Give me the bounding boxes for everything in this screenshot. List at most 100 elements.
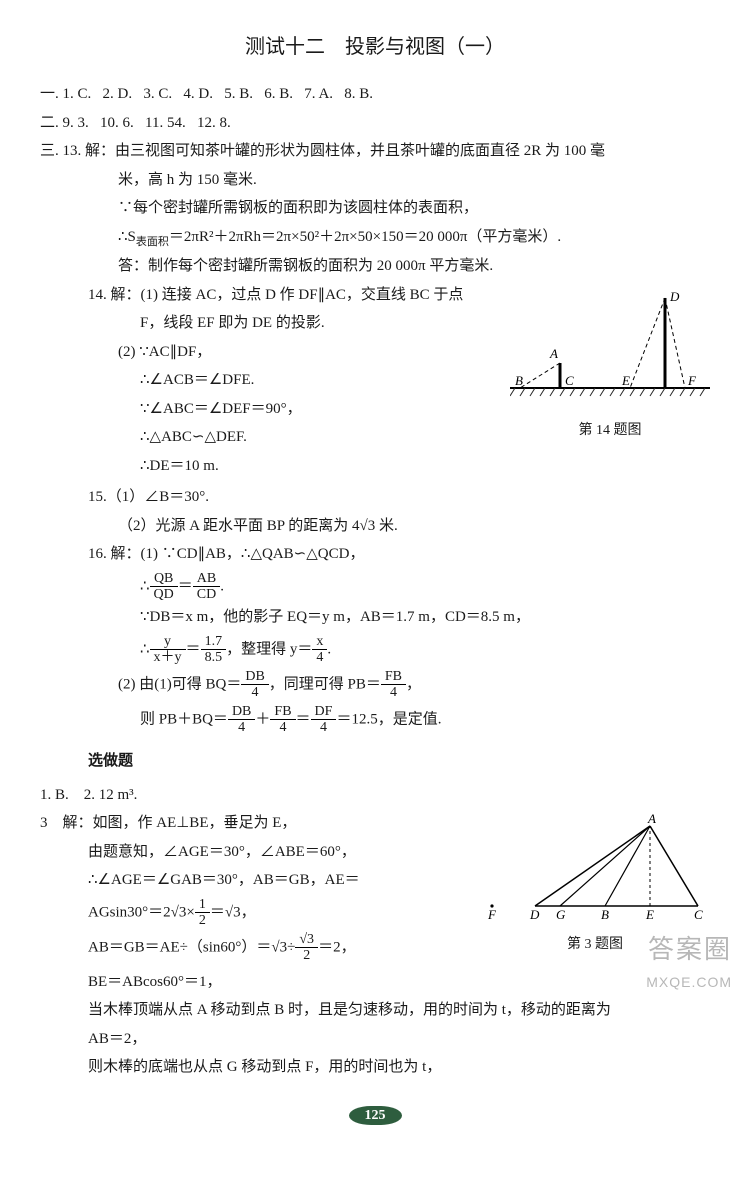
q16-simp: ，整理得 y＝	[226, 641, 312, 657]
svg-text:E: E	[645, 907, 654, 921]
svg-text:A: A	[647, 811, 656, 826]
figure-3-svg: A F D G B E C	[480, 811, 710, 921]
page-title: 测试十二 投影与视图（一）	[40, 30, 710, 64]
sec1-i5: 6. B.	[264, 86, 293, 102]
figure-14-svg: A B C D E F	[510, 283, 710, 408]
q16-f3n: x	[312, 634, 327, 650]
opt3-l7: AB＝2，	[40, 1027, 710, 1053]
svg-text:D: D	[529, 907, 540, 921]
opt3-l3s: ＝√3，	[210, 904, 256, 920]
q13-eq: ∴S表面积＝2πR²＋2πRh＝2π×50²＋2π×50×150＝20 000π…	[40, 225, 710, 252]
page-number-value: 125	[349, 1106, 402, 1125]
sec1-i0: 1. C.	[63, 86, 92, 102]
q16-e2: ＝	[296, 711, 311, 727]
q16-f3d: 4	[312, 650, 327, 665]
svg-text:A: A	[549, 346, 558, 361]
section-3-label: 三. 13. 解：由三视图可知茶叶罐的形状为圆柱体，并且茶叶罐的底面直径 2R …	[40, 139, 710, 165]
watermark: 答案圈 MXQE.COM	[646, 927, 732, 995]
watermark-line1: 答案圈	[646, 927, 732, 971]
sec1-label: 一.	[40, 86, 59, 102]
svg-text:F: F	[487, 907, 497, 921]
svg-text:G: G	[556, 907, 566, 921]
q16-pbd: 4	[381, 685, 406, 700]
svg-text:B: B	[515, 373, 523, 388]
opt-12: 1. B. 2. 12 m³.	[40, 783, 710, 809]
opt3-l5: BE＝ABcos60°＝1，	[40, 970, 710, 996]
opt3-sd: 2	[295, 948, 318, 963]
section-2: 二. 9. 3. 10. 6. 11. 54. 12. 8.	[40, 111, 710, 137]
q16-c: ，	[406, 676, 421, 692]
page-number: 125	[40, 1103, 710, 1129]
sec2-label: 二.	[40, 115, 59, 131]
sec1-i4: 5. B.	[224, 86, 253, 102]
q16-s1d: 4	[228, 720, 255, 735]
q13-eq-body: ＝2πR²＋2πRh＝2π×50²＋2π×50×150＝20 000π（平方毫米…	[169, 229, 561, 245]
sec1-i7: 8. B.	[344, 86, 373, 102]
q16-per: .	[327, 641, 331, 657]
q16-p2b: ，同理可得 PB＝	[269, 676, 381, 692]
watermark-line2: MXQE.COM	[646, 971, 732, 995]
q16-s2d: 4	[270, 720, 295, 735]
sec1-i1: 2. D.	[103, 86, 133, 102]
svg-text:C: C	[694, 907, 703, 921]
svg-text:E: E	[621, 373, 630, 388]
sec1-i3: 4. D.	[183, 86, 213, 102]
q16-l3: ∵DB＝x m，他的影子 EQ＝y m，AB＝1.7 m，CD＝8.5 m，	[40, 605, 710, 631]
opt3-hn: 1	[195, 897, 210, 913]
q16-f-ln: QB	[150, 571, 178, 587]
figure-14: A B C D E F 第 14 题图	[510, 283, 710, 443]
q13-line3: ∵每个密封罐所需钢板的面积即为该圆柱体的表面积，	[40, 196, 710, 222]
q16-f1d: x＋y	[150, 650, 186, 665]
svg-text:F: F	[687, 373, 697, 388]
opt3-sn: √3	[295, 932, 318, 948]
figure-14-caption: 第 14 题图	[510, 419, 710, 443]
optional-heading: 选做题	[40, 749, 710, 775]
q16-f-rd: CD	[193, 587, 220, 602]
q15-p2: （2）光源 A 距水平面 BP 的距离为 4√3 米.	[40, 514, 710, 540]
q16-s1n: DB	[228, 704, 255, 720]
q13-line2: 米，高 h 为 150 毫米.	[40, 168, 710, 194]
q16-s2n: FB	[270, 704, 295, 720]
sec2-i1: 10. 6.	[100, 115, 134, 131]
q16-f-rn: AB	[193, 571, 220, 587]
q13-eq-prefix: ∴S	[118, 229, 136, 245]
q16-head: 16. 解：(1) ∵CD∥AB，∴△QAB∽△QCD，	[40, 542, 710, 568]
sec2-i3: 12. 8.	[197, 115, 231, 131]
opt3-l6: 当木棒顶端从点 A 移动到点 B 时，且是匀速移动，用的时间为 t，移动的距离为	[40, 998, 710, 1024]
q16-f2n: 1.7	[201, 634, 227, 650]
sec2-i0: 9. 3.	[63, 115, 89, 131]
q16-sum: 则 PB＋BQ＝DB4＋FB4＝DF4＝12.5，是定值.	[40, 704, 710, 736]
q16-pbn: FB	[381, 669, 406, 685]
sec2-i2: 11. 54.	[145, 115, 186, 131]
sec3-label: 三.	[40, 143, 59, 159]
q16-p2a: (2) 由(1)可得 BQ＝	[118, 676, 241, 692]
opt3-l8: 则木棒的底端也从点 G 移动到点 F，用的时间也为 t，	[40, 1055, 710, 1081]
q16-s3d: 4	[311, 720, 337, 735]
q16-bqd: 4	[241, 685, 268, 700]
q16-s3n: DF	[311, 704, 337, 720]
svg-text:D: D	[669, 289, 680, 304]
svg-text:B: B	[601, 907, 609, 921]
q16-sp: 则 PB＋BQ＝	[140, 711, 228, 727]
q16-f2d: 8.5	[201, 650, 227, 665]
opt3-l4p: AB＝GB＝AE÷（sin60°）＝√3÷	[88, 939, 295, 955]
q15-p1: 15.（1）∠B＝30°.	[40, 485, 710, 511]
q13-ans: 答：制作每个密封罐所需钢板的面积为 20 000π 平方毫米.	[40, 254, 710, 280]
q13-head: 13. 解：由三视图可知茶叶罐的形状为圆柱体，并且茶叶罐的底面直径 2R 为 1…	[63, 143, 606, 159]
opt3-l4s: ＝2，	[318, 939, 356, 955]
q16-p2: (2) 由(1)可得 BQ＝DB4，同理可得 PB＝FB4，	[40, 669, 710, 701]
q14-p2e: ∴DE＝10 m.	[40, 454, 710, 480]
q13-eq-sub: 表面积	[136, 236, 169, 248]
section-1: 一. 1. C. 2. D. 3. C. 4. D. 5. B. 6. B. 7…	[40, 82, 710, 108]
svg-text:C: C	[565, 373, 574, 388]
q16-frac1: ∴QBQD＝ABCD.	[40, 571, 710, 603]
opt3-hd: 2	[195, 913, 210, 928]
opt3-l3p: AGsin30°＝2√3×	[88, 904, 195, 920]
q16-bqn: DB	[241, 669, 268, 685]
q16-e3: ＝12.5，是定值.	[336, 711, 441, 727]
sec1-i2: 3. C.	[143, 86, 172, 102]
q16-f1n: y	[150, 634, 186, 650]
q16-l4: ∴yx＋y＝1.78.5，整理得 y＝x4.	[40, 634, 710, 666]
q16-f-ld: QD	[150, 587, 178, 602]
q16-pl: ＋	[255, 711, 270, 727]
